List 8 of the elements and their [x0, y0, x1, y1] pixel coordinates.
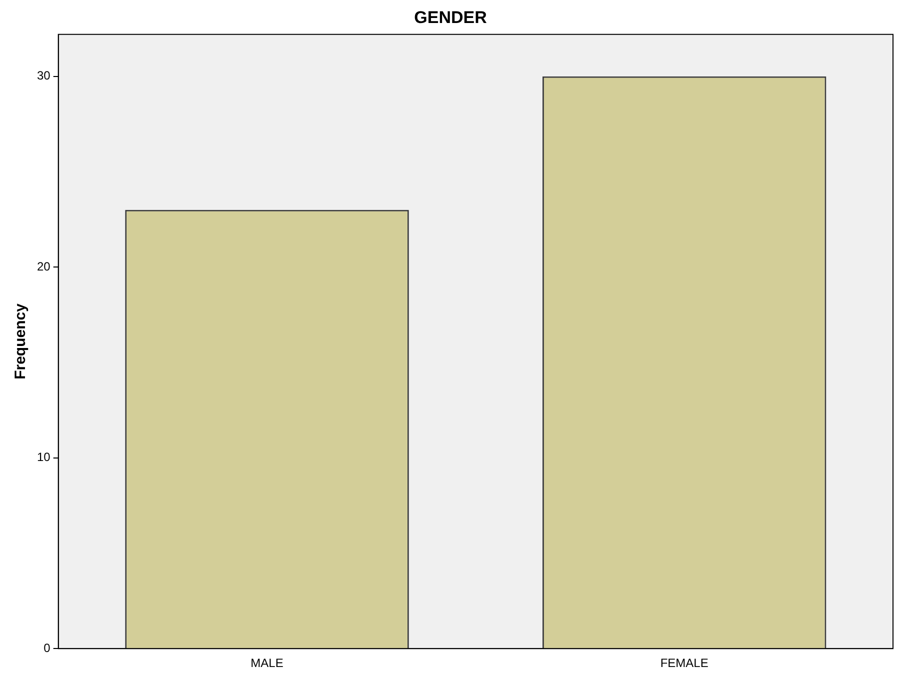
y-tick-label: 30	[36, 68, 51, 83]
y-tick-label: 0	[44, 640, 51, 655]
chart-title: GENDER	[414, 8, 487, 27]
x-tick-label: FEMALE	[660, 656, 708, 670]
x-tick-label: MALE	[250, 656, 284, 670]
y-tick-label: 20	[36, 259, 51, 274]
y-tick-label: 10	[36, 450, 51, 464]
y-axis-title: Frequency	[12, 302, 30, 380]
